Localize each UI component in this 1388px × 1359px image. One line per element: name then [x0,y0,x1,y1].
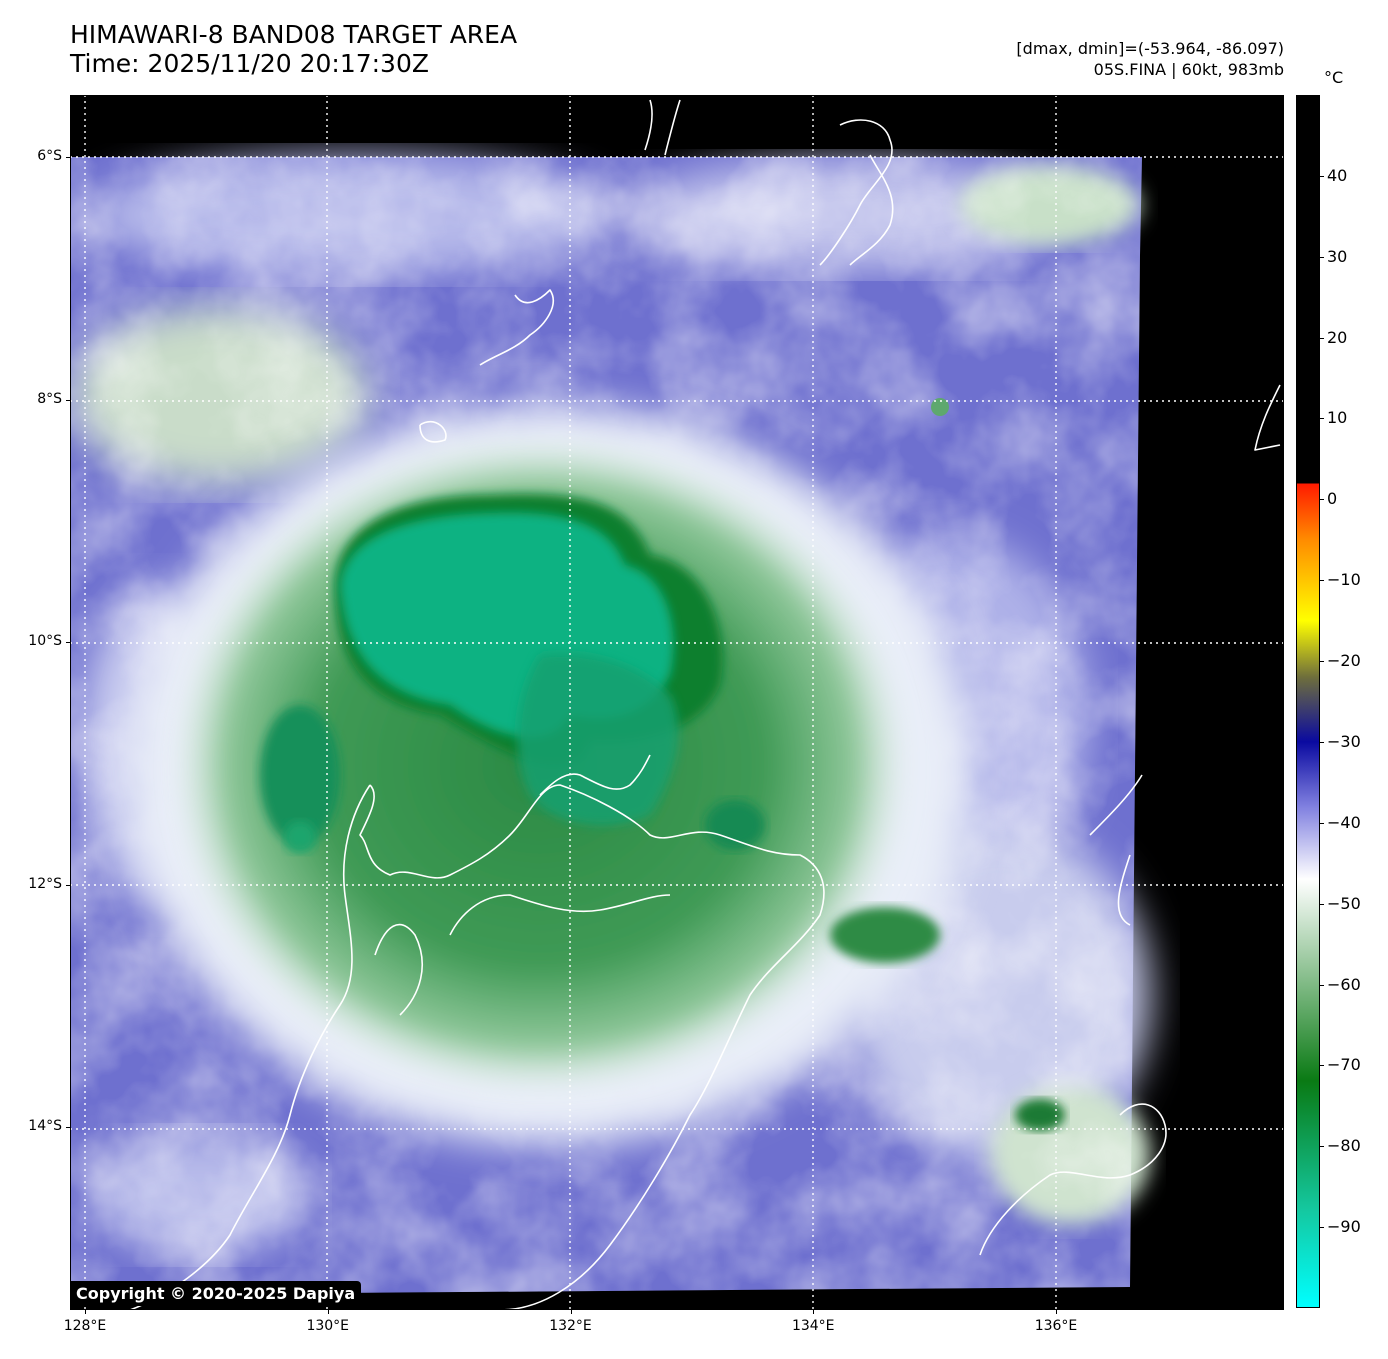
temperature-colorbar [1296,95,1320,1308]
colorbar-tick-label: −80 [1327,1136,1361,1156]
title-block: HIMAWARI-8 BAND08 TARGET AREA Time: 2025… [70,20,517,78]
storm-info: 05S.FINA | 60kt, 983mb [1093,60,1284,79]
colorbar-tick [1320,418,1324,420]
latitude-tick [66,884,70,886]
latitude-tick [66,157,70,158]
longitude-tick [327,1310,329,1314]
longitude-tick [1056,1310,1057,1314]
latitude-label: 10°S [28,633,62,649]
colorbar-tick [1320,822,1324,824]
colorbar-tick-label: −40 [1327,812,1361,832]
satellite-imagery [70,95,1284,1310]
colorbar-tick [1320,741,1324,743]
latitude-label: 6°S [37,148,62,164]
colorbar-tick-label: −60 [1327,974,1361,994]
colorbar-tick [1320,1227,1324,1229]
map-border [70,95,1284,1310]
colorbar-unit: °C [1324,68,1344,87]
graticule [70,95,1284,1310]
copyright-label: Copyright © 2020-2025 Dapiya [70,1281,362,1306]
colorbar-tick [1320,580,1324,582]
colorbar-tick-label: 20 [1327,327,1348,347]
latitude-tick [66,1127,70,1128]
observation-time: Time: 2025/11/20 20:17:30Z [70,49,429,78]
colorbar-tick [1320,337,1324,339]
colorbar-tick-label: −20 [1327,651,1361,671]
product-title: HIMAWARI-8 BAND08 TARGET AREA [70,20,518,49]
satellite-map [70,95,1284,1310]
latitude-tick [66,642,70,643]
longitude-tick [570,1310,572,1314]
colorbar-tick [1320,1146,1324,1148]
colorbar-tick-label: −30 [1327,731,1361,751]
coastlines [129,99,1281,1310]
longitude-label: 128°E [63,1318,107,1334]
colorbar-tick [1320,661,1324,663]
colorbar-tick-label: −70 [1327,1055,1361,1075]
latitude-label: 12°S [28,875,62,892]
longitude-tick [85,1310,86,1314]
colorbar-tick [1320,903,1324,905]
info-block: [dmax, dmin]=(-53.964, -86.097) 05S.FINA… [1016,38,1284,80]
colorbar-tick-label: −50 [1327,893,1361,913]
longitude-label: 130°E [306,1318,350,1334]
colorbar-tick [1320,984,1324,986]
longitude-label: 132°E [549,1318,592,1334]
colorbar-tick [1320,175,1324,177]
colorbar-tick [1320,499,1324,501]
colorbar-tick [1320,256,1324,258]
latitude-label: 14°S [28,1118,62,1134]
colorbar-tick-label: 40 [1327,165,1348,185]
latitude-label: 8°S [37,390,62,407]
colorbar-tick [1320,1065,1324,1067]
longitude-label: 136°E [1034,1318,1078,1334]
storm-cloud-shield [130,398,1065,1145]
colorbar-tick-label: 10 [1327,408,1348,428]
colorbar-tick-label: −90 [1327,1217,1361,1237]
longitude-label: 134°E [791,1318,835,1334]
colorbar-tick-label: −10 [1327,570,1361,590]
colorbar-tick-label: 30 [1327,246,1348,266]
temperature-range: [dmax, dmin]=(-53.964, -86.097) [1016,39,1284,58]
colorbar-tick-label: 0 [1327,489,1338,509]
longitude-tick [813,1310,815,1314]
latitude-tick [66,399,70,401]
